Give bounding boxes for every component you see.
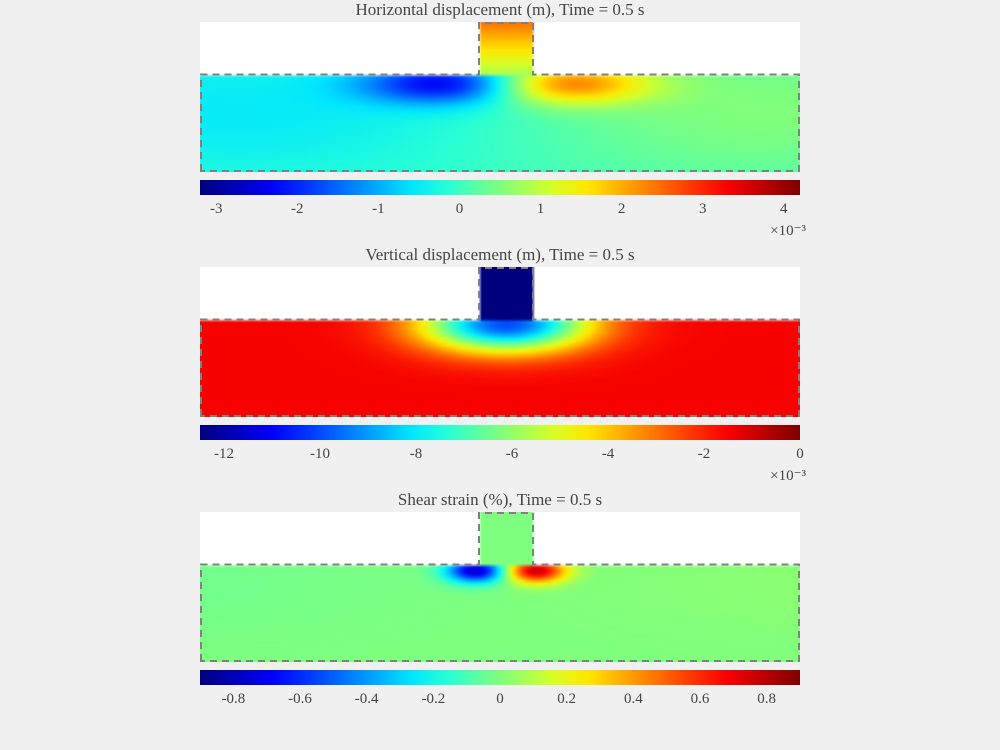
colorbar-wrap [200, 425, 800, 440]
colorbar-tick: -2 [698, 446, 711, 463]
field-canvas [200, 512, 800, 662]
plot-area [200, 22, 800, 172]
colorbar-wrap [200, 670, 800, 685]
panel-title: Horizontal displacement (m), Time = 0.5 … [200, 0, 800, 20]
colorbar-tick: 0 [456, 201, 464, 218]
colorbar [200, 670, 800, 685]
colorbar [200, 180, 800, 195]
colorbar-tick: -6 [506, 446, 519, 463]
colorbar-tick: -2 [291, 201, 304, 218]
colorbar-wrap [200, 180, 800, 195]
colorbar-ticks: -12-10-8-6-4-20 [200, 444, 800, 464]
colorbar-tick: -4 [602, 446, 615, 463]
colorbar-tick: -8 [410, 446, 423, 463]
colorbar-exponent: ×10⁻³ [770, 221, 806, 240]
panel-vertical-displacement: Vertical displacement (m), Time = 0.5 s … [200, 267, 800, 417]
colorbar-tick: 4 [780, 201, 788, 218]
colorbar-tick: 0 [496, 691, 504, 708]
colorbar-tick: -10 [310, 446, 330, 463]
colorbar-tick: 0.4 [624, 691, 643, 708]
field-canvas [200, 22, 800, 172]
colorbar-tick: -12 [214, 446, 234, 463]
panel-title: Vertical displacement (m), Time = 0.5 s [200, 245, 800, 265]
colorbar-tick: 3 [699, 201, 707, 218]
plot-area [200, 267, 800, 417]
field-canvas [200, 267, 800, 417]
panel-title: Shear strain (%), Time = 0.5 s [200, 490, 800, 510]
colorbar-tick: -0.6 [288, 691, 312, 708]
colorbar-tick: 0.6 [691, 691, 710, 708]
colorbar-tick: 0.8 [757, 691, 776, 708]
figure-root: Horizontal displacement (m), Time = 0.5 … [0, 0, 1000, 750]
plot-area [200, 512, 800, 662]
colorbar-tick: -1 [372, 201, 385, 218]
colorbar-tick: -0.8 [221, 691, 245, 708]
colorbar-tick: 2 [618, 201, 626, 218]
colorbar-tick: 1 [537, 201, 545, 218]
colorbar-tick: 0 [796, 446, 804, 463]
colorbar-ticks: -3 -2 -1 0 1 2 3 4 [200, 199, 800, 219]
panel-shear-strain: Shear strain (%), Time = 0.5 s -0.8-0.6-… [200, 512, 800, 662]
panel-horizontal-displacement: Horizontal displacement (m), Time = 0.5 … [200, 22, 800, 172]
colorbar-tick: -0.2 [421, 691, 445, 708]
colorbar-ticks: -0.8 -0.6 -0.4 -0.2 0 0.2 0.4 0.6 0.8 [200, 689, 800, 709]
colorbar-tick: -3 [210, 201, 223, 218]
colorbar-tick: 0.2 [557, 691, 576, 708]
colorbar-exponent: ×10⁻³ [770, 466, 806, 485]
colorbar-tick: -0.4 [355, 691, 379, 708]
colorbar [200, 425, 800, 440]
